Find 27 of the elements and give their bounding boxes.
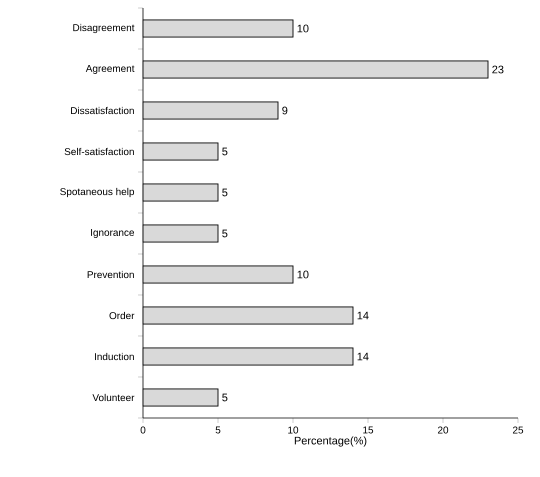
data-label: 5 [222, 230, 228, 238]
y-tick-label: Self-satisfaction [64, 148, 134, 156]
x-tick-label: 20 [438, 426, 448, 434]
y-tick-label: Ignorance [91, 229, 134, 238]
x-tick-label: 15 [363, 426, 374, 434]
data-label: 14 [358, 312, 369, 320]
data-label: 23 [492, 66, 504, 74]
x-tick-label: 5 [216, 426, 220, 434]
data-label: 5 [222, 148, 228, 156]
x-tick-label: 25 [512, 426, 524, 434]
data-label: 5 [222, 188, 228, 196]
data-label: 5 [222, 394, 228, 402]
data-label: 14 [358, 352, 369, 360]
y-tick-label: Disagreement [73, 24, 134, 34]
y-tick-label: Prevention [88, 270, 134, 278]
y-tick-label: Dissatisfaction [71, 106, 134, 114]
y-tick-label: Order [110, 312, 134, 320]
y-tick-label: Agreement [86, 65, 134, 74]
data-label: 9 [282, 106, 288, 114]
data-label: 10 [298, 24, 309, 32]
x-tick-label: 0 [140, 426, 146, 434]
data-label: 10 [298, 270, 309, 278]
x-tick-label: 10 [288, 426, 298, 434]
x-axis-title: Percentage(%) [294, 436, 366, 447]
y-tick-label: Spotaneous help [60, 188, 134, 198]
y-tick-label: Volunteer [92, 394, 134, 402]
y-tick-label: Induction [94, 352, 134, 360]
